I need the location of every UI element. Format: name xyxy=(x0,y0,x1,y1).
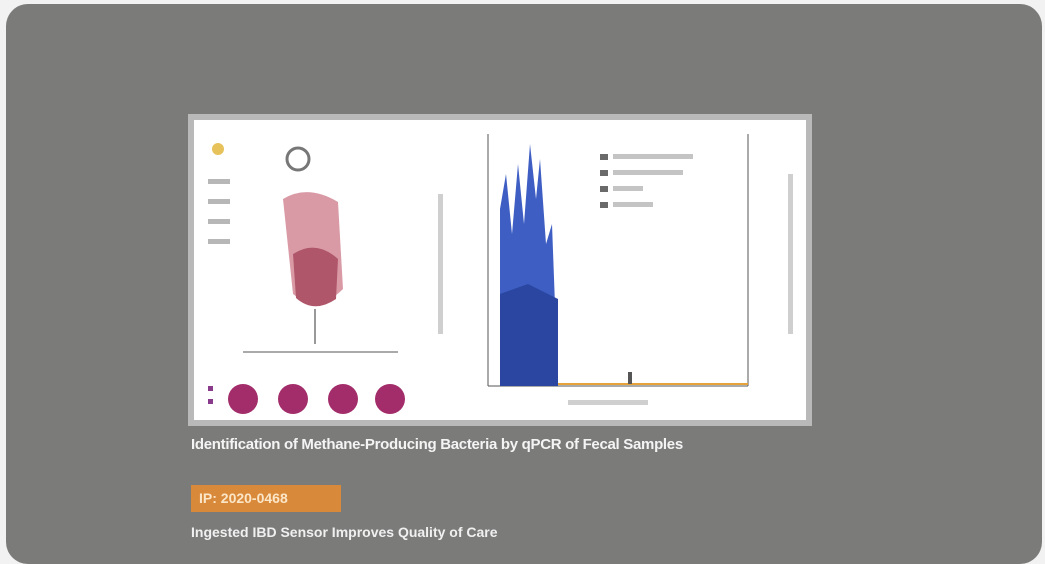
figure-thumbnail xyxy=(188,114,812,426)
subtitle: Ingested IBD Sensor Improves Quality of … xyxy=(191,524,498,540)
tag: IP: 2020-0468 xyxy=(191,485,341,512)
page: Identification of Methane-Producing Bact… xyxy=(6,4,1042,564)
card: Identification of Methane-Producing Bact… xyxy=(6,4,1042,564)
caption: Identification of Methane-Producing Bact… xyxy=(191,436,683,453)
